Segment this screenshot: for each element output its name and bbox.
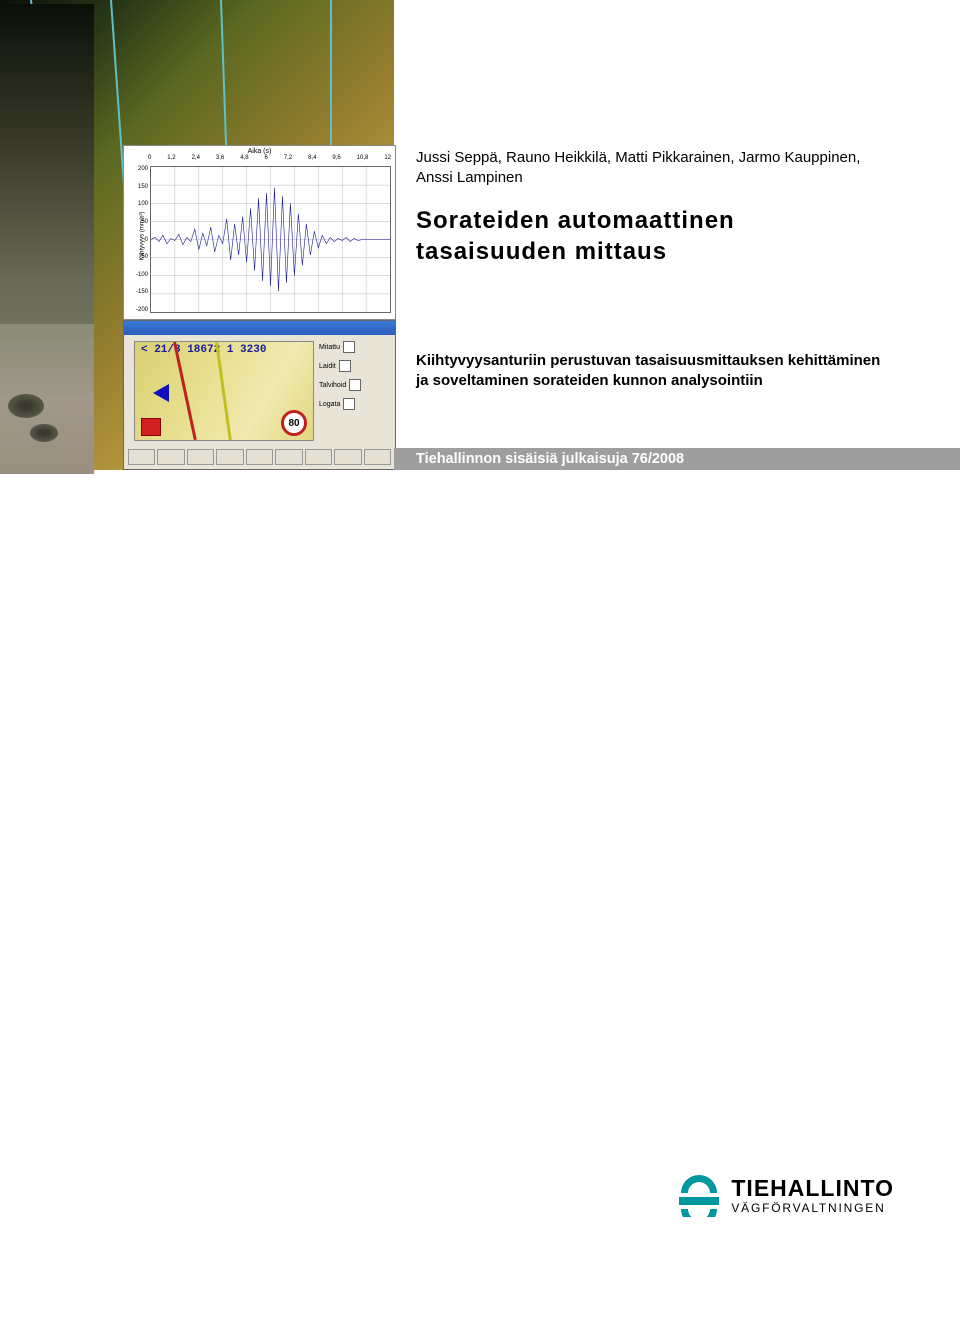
gps-direction-arrow-icon bbox=[153, 384, 169, 402]
gps-checkbox[interactable] bbox=[343, 341, 355, 353]
gps-button[interactable] bbox=[128, 449, 155, 465]
tiehallinto-logo: TIEHALLINTO VÄGFÖRVALTNINGEN bbox=[677, 1173, 894, 1217]
tiehallinto-logo-text: TIEHALLINTO VÄGFÖRVALTNINGEN bbox=[731, 1177, 894, 1214]
gps-checkbox[interactable] bbox=[339, 360, 351, 372]
gps-coordinates-readout: < 21/3 18672 1 3230 bbox=[141, 344, 266, 356]
chart-x-title: Aika (s) bbox=[124, 148, 395, 155]
gps-checkbox[interactable] bbox=[349, 379, 361, 391]
gps-side-options: Mitattu Laidit Talvihoid Logata bbox=[319, 341, 387, 417]
gps-button-row bbox=[128, 449, 391, 465]
gps-button[interactable] bbox=[246, 449, 273, 465]
authors-line: Jussi Seppä, Rauno Heikkilä, Matti Pikka… bbox=[416, 148, 886, 189]
gps-status-cell bbox=[141, 418, 161, 436]
gps-option-label: Mitattu bbox=[319, 344, 340, 351]
gps-button[interactable] bbox=[187, 449, 214, 465]
gps-nav-panel: •• < 21/3 18672 1 3230 80 Mitattu Laidit… bbox=[123, 320, 396, 470]
gps-button[interactable] bbox=[216, 449, 243, 465]
tiehallinto-logo-icon bbox=[677, 1173, 721, 1217]
acceleration-chart-panel: Aika (s) 01,2 2,43,6 4,86 7,28,4 9,610,8… bbox=[123, 145, 396, 320]
document-subtitle: Kiihtyvyysanturiin perustuvan tasaisuusm… bbox=[416, 351, 886, 392]
publication-series-text: Tiehallinnon sisäisiä julkaisuja 76/2008 bbox=[416, 451, 684, 467]
gps-speed-limit-sign: 80 bbox=[281, 410, 307, 436]
logo-line-2: VÄGFÖRVALTNINGEN bbox=[731, 1202, 894, 1214]
left-road-photo-strip bbox=[0, 4, 94, 470]
gps-option-label: Talvihoid bbox=[319, 382, 346, 389]
gps-map-view: < 21/3 18672 1 3230 80 bbox=[134, 341, 314, 441]
gps-option-label: Logata bbox=[319, 401, 340, 408]
gps-titlebar bbox=[124, 321, 395, 335]
document-title: Sorateiden automaattinen tasaisuuden mit… bbox=[416, 205, 886, 267]
publication-series-bar: Tiehallinnon sisäisiä julkaisuja 76/2008 bbox=[394, 448, 960, 470]
chart-x-ticks: 01,2 2,43,6 4,86 7,28,4 9,610,8 12 bbox=[148, 155, 391, 165]
gps-button[interactable] bbox=[364, 449, 391, 465]
chart-y-ticks: 200150 10050 0-50 -100-150 -200 bbox=[126, 166, 148, 313]
gps-button[interactable] bbox=[334, 449, 361, 465]
chart-plot-area bbox=[150, 166, 391, 313]
gps-button[interactable] bbox=[275, 449, 302, 465]
gps-checkbox[interactable] bbox=[343, 398, 355, 410]
title-text-block: Jussi Seppä, Rauno Heikkilä, Matti Pikka… bbox=[416, 148, 886, 409]
cover-image-area: Aika (s) 01,2 2,43,6 4,86 7,28,4 9,610,8… bbox=[0, 0, 394, 470]
gps-button[interactable] bbox=[305, 449, 332, 465]
gps-button[interactable] bbox=[157, 449, 184, 465]
logo-line-1: TIEHALLINTO bbox=[731, 1177, 894, 1200]
gps-option-label: Laidit bbox=[319, 363, 336, 370]
